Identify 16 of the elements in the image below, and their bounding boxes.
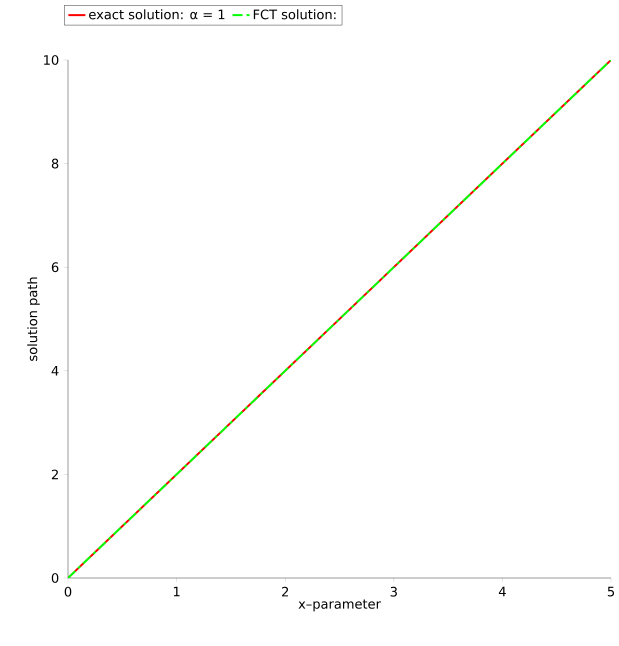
y-tick-label: 10 <box>44 55 58 65</box>
legend-label: FCT solution: <box>254 9 336 20</box>
legend-label: exact solution: α = 1 <box>89 9 224 20</box>
y-tick-label: 8 <box>52 158 58 169</box>
x-tick-label: 2 <box>282 586 288 596</box>
x-tick-label: 0 <box>64 586 72 597</box>
x-axis-title: x–parameter <box>298 599 381 612</box>
x-tick-label: 5 <box>608 586 614 596</box>
y-tick-label: 0 <box>52 573 58 583</box>
y-axis-title: solution path <box>27 278 40 361</box>
x-tick-label: 1 <box>174 586 180 596</box>
x-tick-label: 4 <box>498 586 506 596</box>
y-tick-label: 2 <box>52 470 58 480</box>
x-tick-label: 3 <box>390 586 397 597</box>
y-tick-label: 4 <box>52 366 58 376</box>
y-tick-label: 6 <box>52 262 58 272</box>
